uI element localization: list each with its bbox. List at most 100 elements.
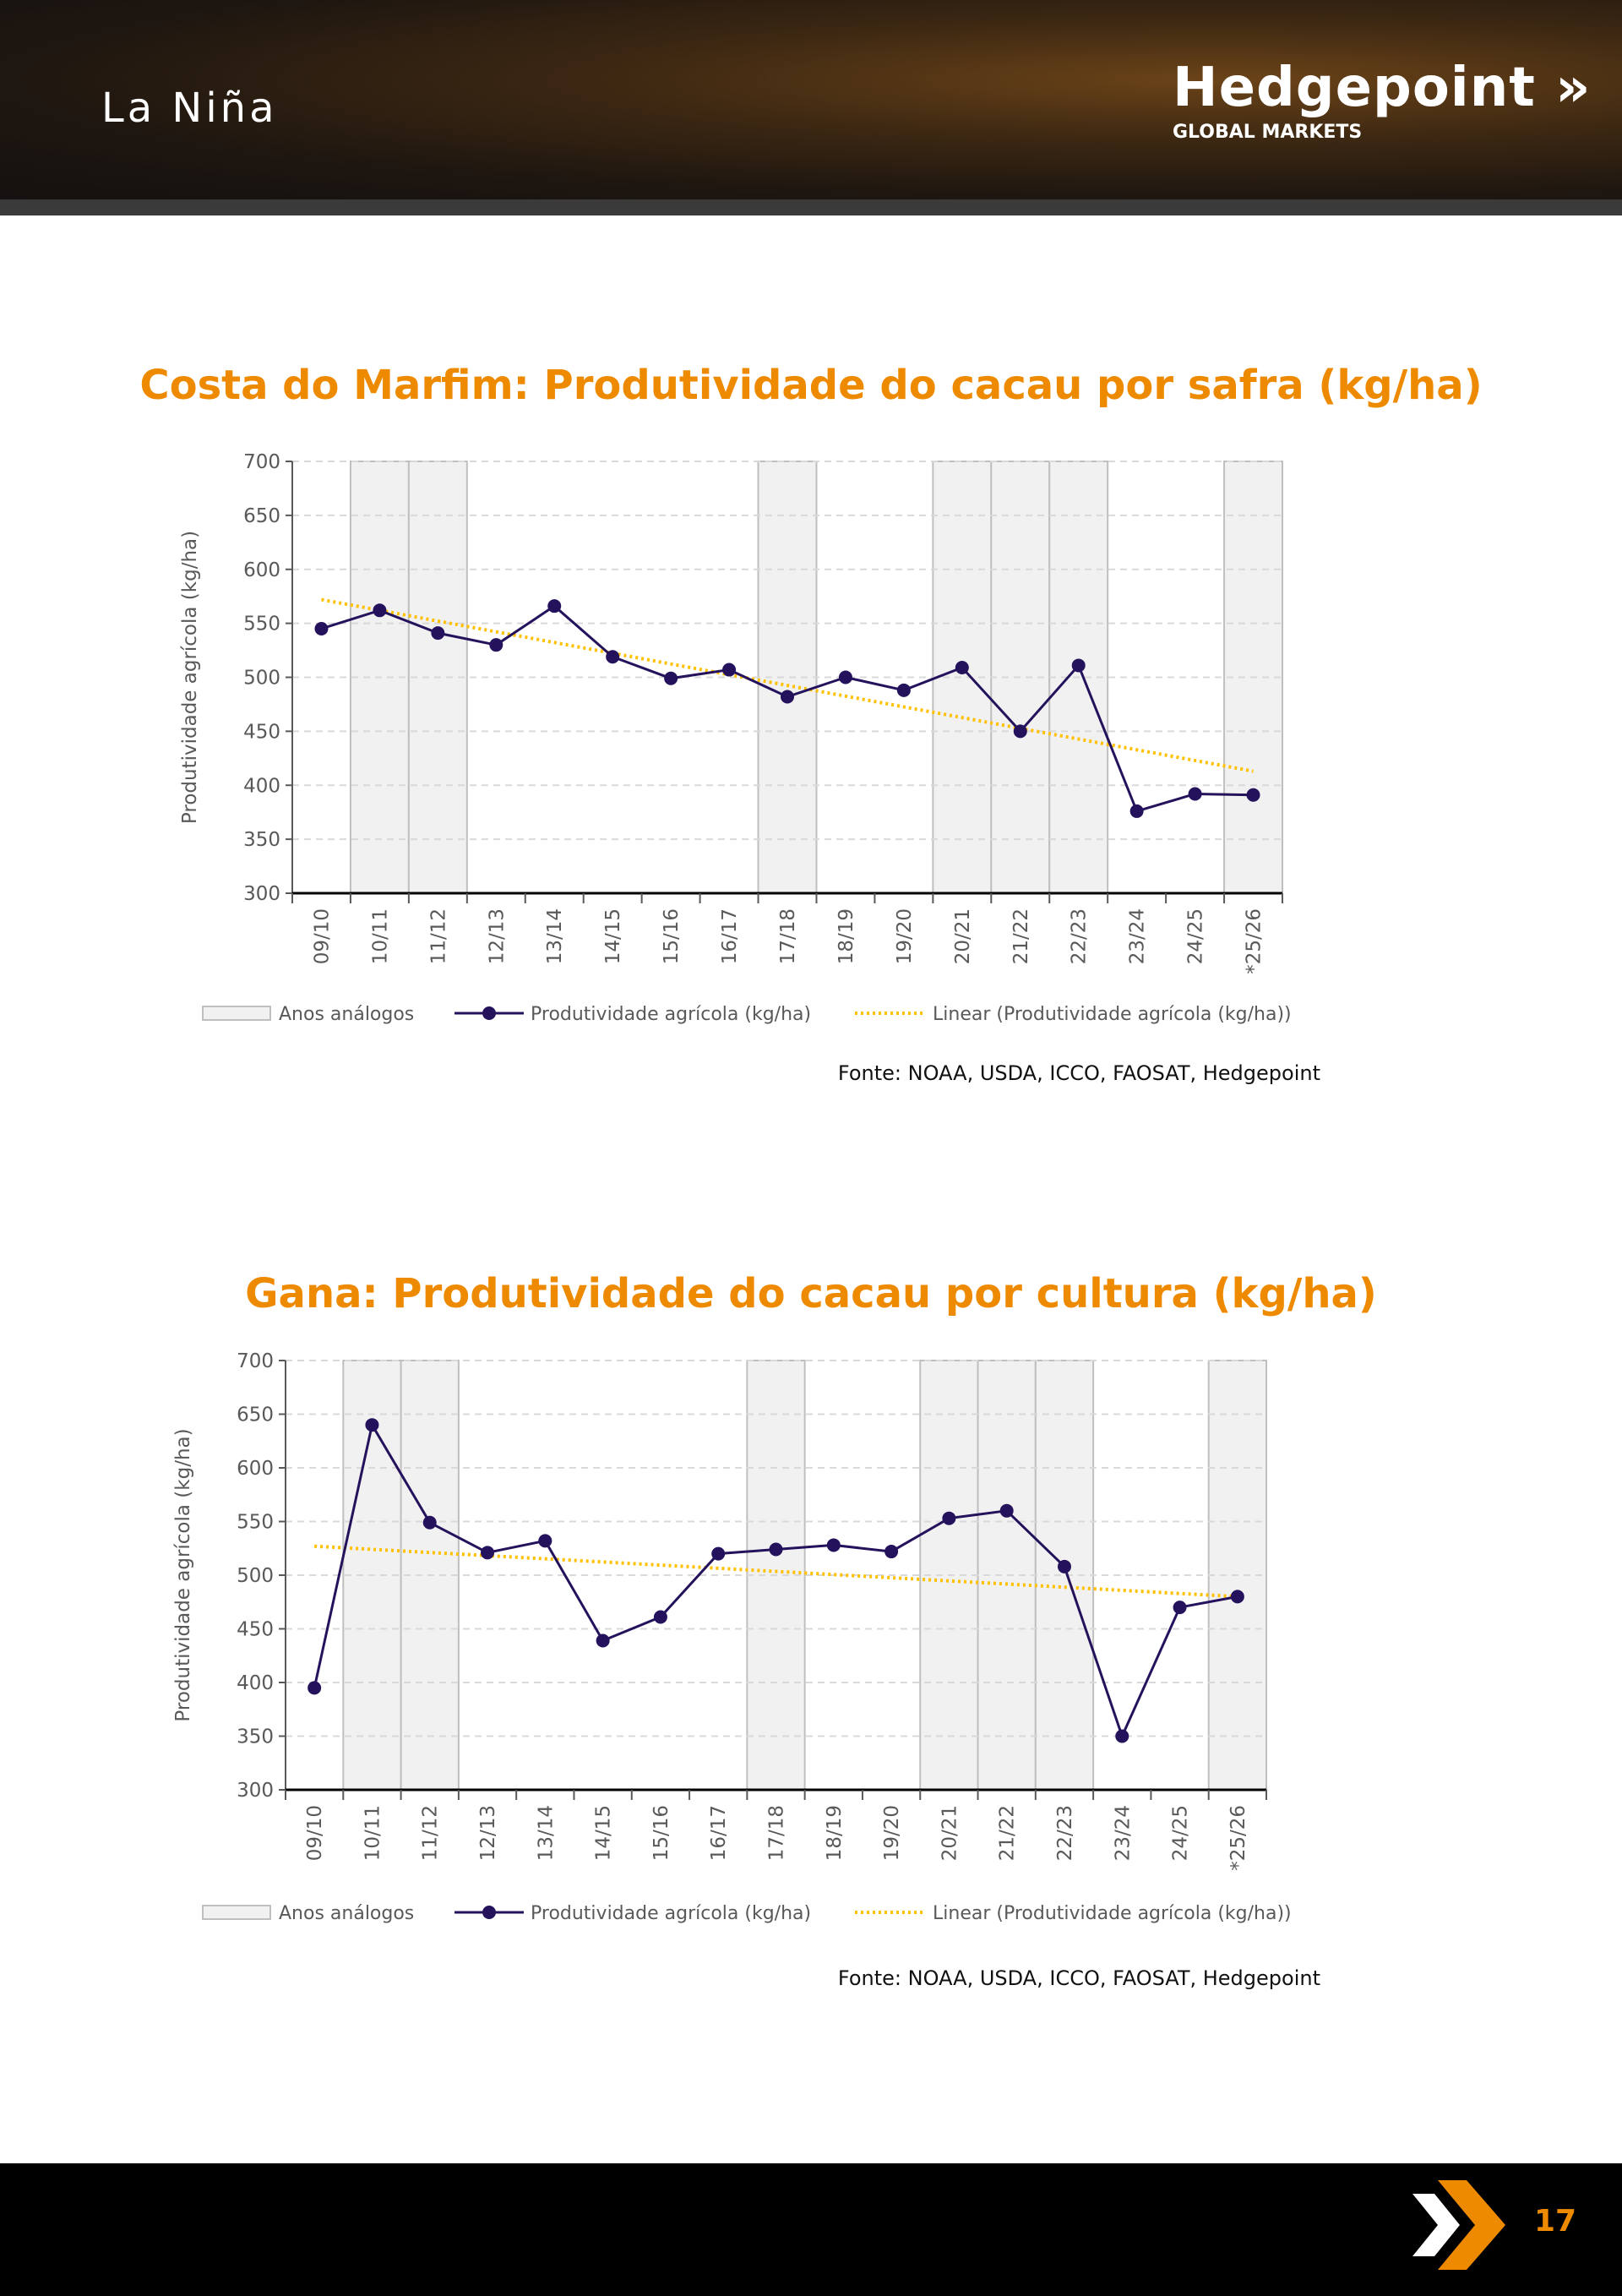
x-tick-label: 11/12 xyxy=(420,1805,442,1861)
data-point xyxy=(884,1545,899,1559)
y-tick-label: 650 xyxy=(237,1404,274,1426)
x-tick-label: 12/13 xyxy=(477,1805,499,1861)
data-point xyxy=(1013,724,1027,739)
data-point xyxy=(538,1534,552,1548)
hedgepoint-logo: Hedgepoint » GLOBAL MARKETS xyxy=(1173,61,1592,143)
data-point xyxy=(314,622,329,636)
data-point xyxy=(547,599,562,614)
x-tick-label: *25/26 xyxy=(1227,1805,1249,1871)
x-tick-label: 10/11 xyxy=(369,908,391,964)
x-tick-label: 09/10 xyxy=(304,1805,326,1861)
data-point xyxy=(838,670,852,684)
chart-title-ivory-coast: Costa do Marfim: Produtividade do cacau … xyxy=(139,362,1483,409)
y-tick-label: 650 xyxy=(243,505,280,527)
data-point xyxy=(1071,658,1086,673)
legend-analog-swatch xyxy=(202,1905,271,1920)
y-tick-label: 400 xyxy=(243,775,280,797)
x-tick-label: 17/18 xyxy=(777,908,799,964)
y-tick-label: 600 xyxy=(243,559,280,581)
source-ghana: Fonte: NOAA, USDA, ICCO, FAOSAT, Hedgepo… xyxy=(837,1966,1320,1990)
x-tick-label: 21/22 xyxy=(997,1805,1019,1861)
data-point xyxy=(942,1511,956,1525)
x-tick-label: *25/26 xyxy=(1244,908,1265,974)
x-tick-label: 20/21 xyxy=(939,1805,961,1861)
x-tick-label: 16/17 xyxy=(719,908,741,964)
page-number: 17 xyxy=(1534,2204,1577,2239)
x-tick-label: 18/19 xyxy=(835,908,857,964)
legend-analog-label: Anos análogos xyxy=(279,1903,414,1924)
x-tick-label: 16/17 xyxy=(708,1805,730,1861)
data-point xyxy=(373,603,387,618)
data-point xyxy=(653,1610,667,1624)
x-tick-label: 09/10 xyxy=(311,908,333,964)
legend-trend-label: Linear (Produtividade agrícola (kg/ha)) xyxy=(933,1004,1292,1025)
logo-name: Hedgepoint » xyxy=(1173,57,1592,119)
legend-analog-label: Anos análogos xyxy=(279,1004,414,1025)
y-tick-label: 700 xyxy=(237,1350,274,1372)
y-tick-label: 350 xyxy=(243,829,280,851)
y-tick-label: 600 xyxy=(237,1458,274,1480)
x-tick-label: 12/13 xyxy=(486,908,508,964)
x-tick-label: 22/23 xyxy=(1054,1805,1076,1861)
data-point xyxy=(481,1546,495,1560)
y-tick-label: 500 xyxy=(237,1565,274,1587)
legend-series-label: Produtividade agrícola (kg/ha) xyxy=(531,1004,811,1025)
data-point xyxy=(308,1681,322,1695)
data-point xyxy=(999,1503,1014,1518)
x-tick-label: 19/20 xyxy=(894,908,916,964)
x-tick-label: 15/16 xyxy=(650,1805,672,1861)
data-point xyxy=(826,1538,841,1552)
x-tick-label: 20/21 xyxy=(952,908,974,964)
y-axis-label: Produtividade agrícola (kg/ha) xyxy=(172,1428,194,1721)
source-ivory-coast: Fonte: NOAA, USDA, ICCO, FAOSAT, Hedgepo… xyxy=(837,1061,1320,1085)
x-tick-label: 14/15 xyxy=(602,908,624,964)
data-point xyxy=(606,650,620,664)
x-tick-label: 11/12 xyxy=(427,908,449,964)
y-tick-label: 550 xyxy=(243,614,280,635)
logo-subtitle: GLOBAL MARKETS xyxy=(1173,122,1363,143)
data-point xyxy=(1173,1601,1187,1615)
data-point xyxy=(1188,787,1202,801)
footer: 17 xyxy=(0,2163,1622,2296)
x-tick-label: 13/14 xyxy=(535,1805,557,1861)
chart-title-ghana: Gana: Produtividade do cacau por cultura… xyxy=(245,1270,1377,1317)
data-point xyxy=(596,1633,610,1648)
data-point xyxy=(955,661,969,675)
x-tick-label: 24/25 xyxy=(1185,908,1207,964)
x-tick-label: 23/24 xyxy=(1127,908,1149,964)
y-tick-label: 550 xyxy=(237,1512,274,1534)
x-tick-label: 21/22 xyxy=(1010,908,1032,964)
data-point xyxy=(769,1542,783,1557)
legend-series-label: Produtividade agrícola (kg/ha) xyxy=(531,1903,811,1924)
data-point xyxy=(896,683,911,697)
x-tick-label: 19/20 xyxy=(881,1805,903,1861)
header-divider xyxy=(0,199,1622,215)
data-point xyxy=(781,690,794,704)
data-point xyxy=(1115,1729,1129,1743)
legend-trend-label: Linear (Produtividade agrícola (kg/ha)) xyxy=(933,1903,1292,1924)
y-tick-label: 700 xyxy=(243,451,280,473)
data-point xyxy=(1230,1590,1244,1604)
trend-line xyxy=(314,1544,1238,1599)
data-point xyxy=(711,1546,726,1561)
page-title: La Niña xyxy=(101,85,278,132)
data-point xyxy=(722,663,737,677)
legend-analog-swatch xyxy=(202,1006,271,1021)
chart-ivory-coast: 300 350 400 450 500 550 600 650 700 Produtividade… xyxy=(179,451,1292,1025)
y-tick-label: 500 xyxy=(243,668,280,690)
x-tick-label: 10/11 xyxy=(362,1805,384,1861)
data-point xyxy=(1129,804,1144,818)
data-point xyxy=(422,1515,437,1530)
x-tick-label: 14/15 xyxy=(593,1805,615,1861)
y-tick-label: 450 xyxy=(243,721,280,743)
y-tick-label: 300 xyxy=(237,1780,274,1802)
chart-ghana: 300 350 400 450 500 550 600 650 700 Produtividade… xyxy=(172,1350,1292,1924)
trend-line xyxy=(321,597,1254,773)
y-axis-label: Produtividade agrícola (kg/ha) xyxy=(179,531,201,824)
data-point xyxy=(664,671,678,685)
y-tick-label: 300 xyxy=(243,883,280,905)
header-banner: La Niña Hedgepoint » GLOBAL MARKETS xyxy=(0,0,1622,199)
x-tick-label: 24/25 xyxy=(1170,1805,1192,1861)
x-tick-label: 18/19 xyxy=(824,1805,846,1861)
data-point xyxy=(1057,1559,1071,1573)
